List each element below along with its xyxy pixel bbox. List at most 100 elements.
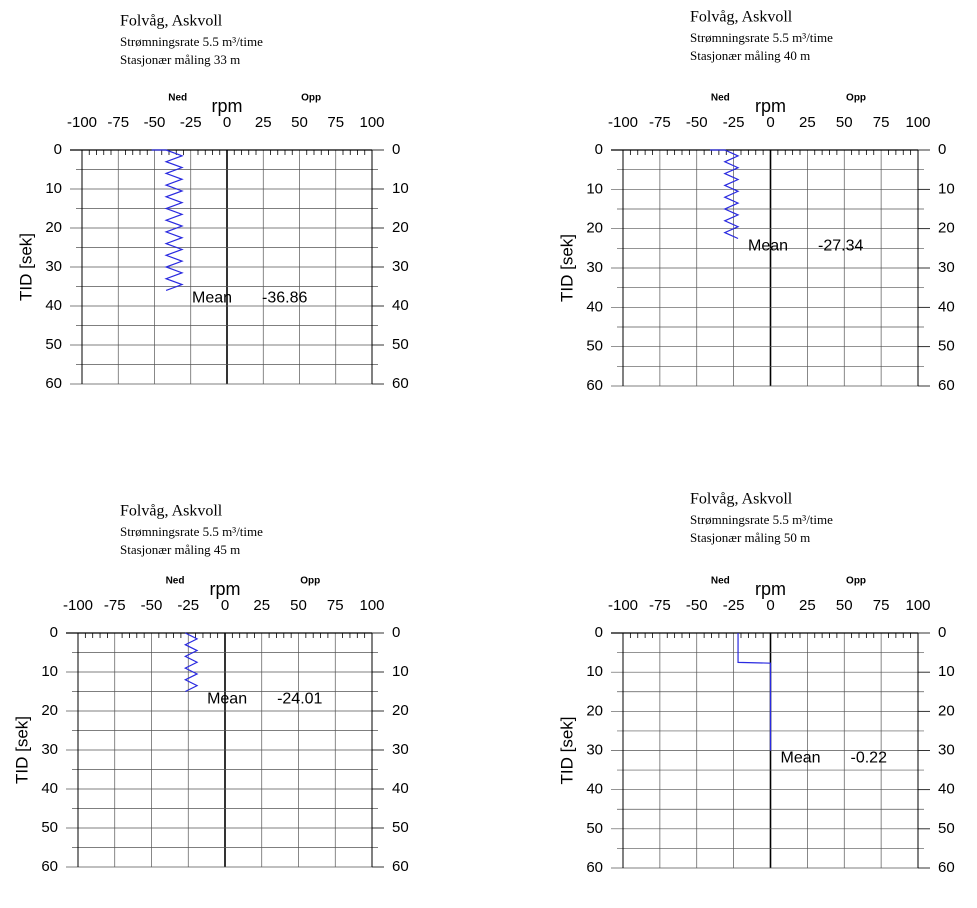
x-tick-label: -100 — [608, 597, 638, 614]
x-tick-label: 100 — [905, 597, 930, 614]
x-tick-label: 75 — [327, 597, 344, 614]
y2-tick-label: 50 — [938, 338, 955, 355]
y2-tick-label: 30 — [392, 741, 409, 758]
y2-tick-label: 60 — [938, 377, 955, 394]
y-tick-label: 20 — [41, 702, 58, 719]
y2-tick-label: 30 — [938, 741, 955, 758]
y-tick-label: 40 — [45, 297, 62, 314]
chart-subtitle: Stasjonær måling 45 m — [120, 542, 240, 557]
chart-subtitle: Strømningsrate 5.5 m³/time — [690, 30, 833, 45]
x-tick-label: 50 — [836, 597, 853, 614]
y2-tick-label: 60 — [392, 375, 409, 392]
y-tick-label: 30 — [586, 741, 603, 758]
y2-tick-label: 10 — [392, 180, 409, 197]
x-tick-label: 100 — [905, 114, 930, 131]
x-right-label: Opp — [300, 576, 320, 587]
y2-tick-label: 20 — [938, 220, 955, 237]
y-tick-label: 60 — [41, 858, 58, 875]
x-tick-label: 75 — [873, 114, 890, 131]
x-tick-label: -75 — [104, 597, 126, 614]
y2-tick-label: 20 — [938, 702, 955, 719]
x-left-label: Ned — [166, 576, 185, 587]
x-tick-label: 100 — [359, 597, 384, 614]
x-tick-label: -100 — [67, 114, 97, 131]
x-axis-label: rpm — [212, 96, 243, 116]
x-tick-label: 0 — [766, 597, 774, 614]
y-tick-label: 10 — [586, 663, 603, 680]
x-tick-label: -100 — [608, 114, 638, 131]
x-tick-label: -25 — [180, 114, 202, 131]
x-tick-label: 50 — [291, 114, 308, 131]
data-line — [151, 149, 184, 291]
x-right-label: Opp — [301, 93, 321, 104]
y2-tick-label: 60 — [938, 859, 955, 876]
y2-tick-label: 10 — [938, 663, 955, 680]
chart-subtitle: Stasjonær måling 33 m — [120, 52, 240, 67]
x-tick-label: 25 — [255, 114, 272, 131]
y-tick-label: 0 — [595, 624, 603, 641]
annotation-label: Mean — [207, 691, 247, 708]
x-tick-label: 50 — [290, 597, 307, 614]
x-tick-label: 75 — [873, 597, 890, 614]
data-line — [183, 632, 199, 693]
y-tick-label: 0 — [50, 624, 58, 641]
y-axis-label: TID [sek] — [16, 233, 35, 301]
y-tick-label: 20 — [586, 220, 603, 237]
y2-tick-label: 20 — [392, 702, 409, 719]
y-tick-label: 50 — [586, 338, 603, 355]
chart-subtitle: Stasjonær måling 50 m — [690, 530, 810, 545]
y-tick-label: 0 — [595, 141, 603, 158]
x-left-label: Ned — [711, 576, 730, 587]
y-tick-label: 40 — [41, 780, 58, 797]
y-tick-label: 50 — [586, 820, 603, 837]
x-axis-label: rpm — [210, 579, 241, 599]
x-tick-label: 25 — [799, 114, 816, 131]
y-axis-label: TID [sek] — [557, 716, 576, 784]
data-line — [737, 633, 772, 751]
x-tick-label: -50 — [686, 597, 708, 614]
y2-tick-label: 0 — [938, 624, 946, 641]
x-axis-label: rpm — [755, 96, 786, 116]
y-tick-label: 0 — [54, 141, 62, 158]
x-tick-label: 75 — [327, 114, 344, 131]
annotation-value: -0.22 — [851, 750, 888, 767]
x-tick-label: -50 — [144, 114, 166, 131]
annotation-value: -27.34 — [818, 238, 863, 255]
y-tick-label: 60 — [586, 859, 603, 876]
x-left-label: Ned — [168, 93, 187, 104]
y2-tick-label: 30 — [392, 258, 409, 275]
chart-subtitle: Strømningsrate 5.5 m³/time — [690, 512, 833, 527]
y-tick-label: 20 — [45, 219, 62, 236]
y2-tick-label: 40 — [392, 297, 409, 314]
chart-title: Folvåg, Askvoll — [120, 13, 223, 30]
y-tick-label: 50 — [45, 336, 62, 353]
chart-title: Folvåg, Askvoll — [690, 9, 793, 26]
y2-tick-label: 30 — [938, 259, 955, 276]
x-tick-label: -25 — [723, 114, 745, 131]
y-tick-label: 40 — [586, 298, 603, 315]
y-axis-label: TID [sek] — [557, 234, 576, 302]
y2-tick-label: 0 — [938, 141, 946, 158]
x-tick-label: -50 — [141, 597, 163, 614]
panel: Folvåg, Askvoll Strømningsrate 5.5 m³/tim… — [12, 503, 408, 875]
x-tick-label: 0 — [766, 114, 774, 131]
y-axis-label: TID [sek] — [12, 716, 31, 784]
y2-tick-label: 50 — [392, 819, 409, 836]
y-tick-label: 10 — [45, 180, 62, 197]
y-tick-label: 60 — [45, 375, 62, 392]
x-right-label: Opp — [846, 93, 866, 104]
y-tick-label: 10 — [41, 663, 58, 680]
y2-tick-label: 50 — [392, 336, 409, 353]
chart-title: Folvåg, Askvoll — [120, 503, 223, 520]
chart-subtitle: Strømningsrate 5.5 m³/time — [120, 34, 263, 49]
y-tick-label: 20 — [586, 702, 603, 719]
y2-tick-label: 50 — [938, 820, 955, 837]
panel: Folvåg, Askvoll Strømningsrate 5.5 m³/tim… — [557, 9, 954, 394]
x-tick-label: -75 — [107, 114, 129, 131]
x-tick-label: -75 — [649, 597, 671, 614]
y2-tick-label: 10 — [392, 663, 409, 680]
y2-tick-label: 0 — [392, 624, 400, 641]
annotation-label: Mean — [748, 238, 788, 255]
y2-tick-label: 0 — [392, 141, 400, 158]
